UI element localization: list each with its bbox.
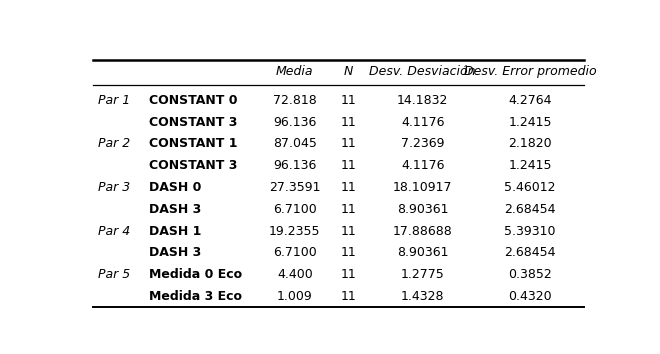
Text: 11: 11 [341,181,356,194]
Text: CONSTANT 1: CONSTANT 1 [149,137,238,150]
Text: CONSTANT 3: CONSTANT 3 [149,115,238,129]
Text: 4.1176: 4.1176 [401,159,444,172]
Text: 96.136: 96.136 [273,115,316,129]
Text: 1.2415: 1.2415 [508,159,552,172]
Text: 6.7100: 6.7100 [273,246,317,259]
Text: 11: 11 [341,246,356,259]
Text: 1.2775: 1.2775 [401,268,445,281]
Text: 6.7100: 6.7100 [273,203,317,216]
Text: 14.1832: 14.1832 [397,94,448,107]
Text: 2.68454: 2.68454 [504,246,556,259]
Text: Par 2: Par 2 [98,137,130,150]
Text: 11: 11 [341,203,356,216]
Text: 11: 11 [341,224,356,238]
Text: 5.39310: 5.39310 [504,224,556,238]
Text: N: N [344,65,353,79]
Text: Desv. Desviación: Desv. Desviación [370,65,476,79]
Text: Par 4: Par 4 [98,224,130,238]
Text: 11: 11 [341,159,356,172]
Text: 8.90361: 8.90361 [397,203,448,216]
Text: 4.400: 4.400 [277,268,313,281]
Text: 7.2369: 7.2369 [401,137,444,150]
Text: DASH 3: DASH 3 [149,203,201,216]
Text: Desv. Error promedio: Desv. Error promedio [464,65,597,79]
Text: 11: 11 [341,290,356,303]
Text: 5.46012: 5.46012 [504,181,556,194]
Text: DASH 0: DASH 0 [149,181,201,194]
Text: Par 5: Par 5 [98,268,130,281]
Text: DASH 3: DASH 3 [149,246,201,259]
Text: Par 3: Par 3 [98,181,130,194]
Text: Par 1: Par 1 [98,94,130,107]
Text: 11: 11 [341,137,356,150]
Text: Medida 3 Eco: Medida 3 Eco [149,290,242,303]
Text: 8.90361: 8.90361 [397,246,448,259]
Text: 72.818: 72.818 [273,94,317,107]
Text: 2.68454: 2.68454 [504,203,556,216]
Text: 0.3852: 0.3852 [508,268,552,281]
Text: 2.1820: 2.1820 [508,137,552,150]
Text: 4.1176: 4.1176 [401,115,444,129]
Text: 27.3591: 27.3591 [269,181,321,194]
Text: 11: 11 [341,94,356,107]
Text: CONSTANT 3: CONSTANT 3 [149,159,238,172]
Text: 0.4320: 0.4320 [508,290,552,303]
Text: Medida 0 Eco: Medida 0 Eco [149,268,242,281]
Text: 87.045: 87.045 [273,137,317,150]
Text: CONSTANT 0: CONSTANT 0 [149,94,238,107]
Text: 18.10917: 18.10917 [393,181,452,194]
Text: 4.2764: 4.2764 [508,94,552,107]
Text: 1.4328: 1.4328 [401,290,444,303]
Text: 19.2355: 19.2355 [269,224,321,238]
Text: 1.2415: 1.2415 [508,115,552,129]
Text: 17.88688: 17.88688 [393,224,453,238]
Text: 11: 11 [341,115,356,129]
Text: Media: Media [276,65,314,79]
Text: 11: 11 [341,268,356,281]
Text: DASH 1: DASH 1 [149,224,201,238]
Text: 96.136: 96.136 [273,159,316,172]
Text: 1.009: 1.009 [277,290,313,303]
